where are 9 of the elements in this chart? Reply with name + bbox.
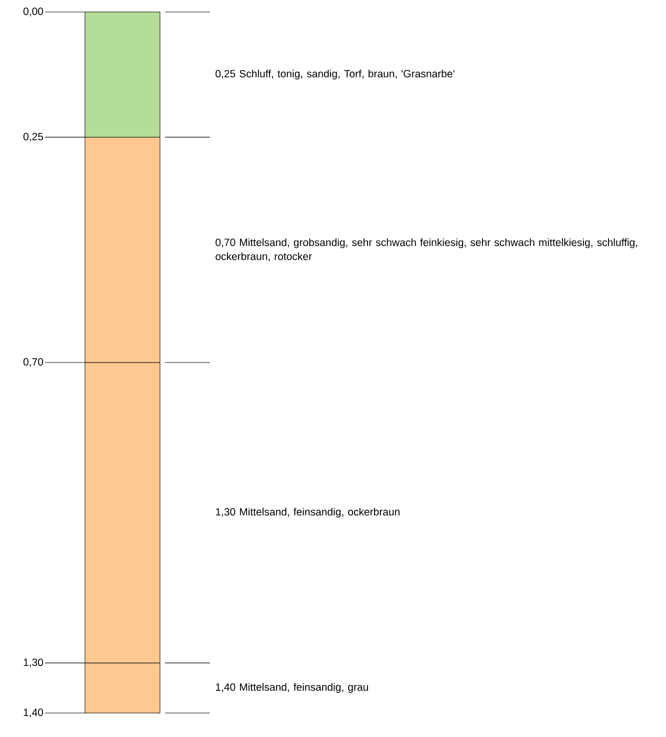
text: 1,40 Mittelsand, feinsandig, grau [216, 683, 368, 693]
y-tick-label: 0,00 [23, 8, 44, 16]
y-tick-label: 0,25 [23, 132, 44, 142]
text: 0,70 Mittelsand, grobsandig, sehr schwach feinkiesig, sehr schwach mittelkiesig, schluffig, ockerbraun, rotocker [216, 238, 638, 262]
text: 0,25 Schluff, tonig, sandig, Torf, braun, 'Grasnarbe' [216, 70, 454, 80]
y-tick-label: 1,30 [24, 658, 44, 668]
y-tick-label: 0,70 [23, 358, 44, 367]
y-tick-label: 1,40 [24, 708, 44, 718]
text: 1,30 Mittelsand, feinsandig, ockerbraun [216, 508, 400, 518]
